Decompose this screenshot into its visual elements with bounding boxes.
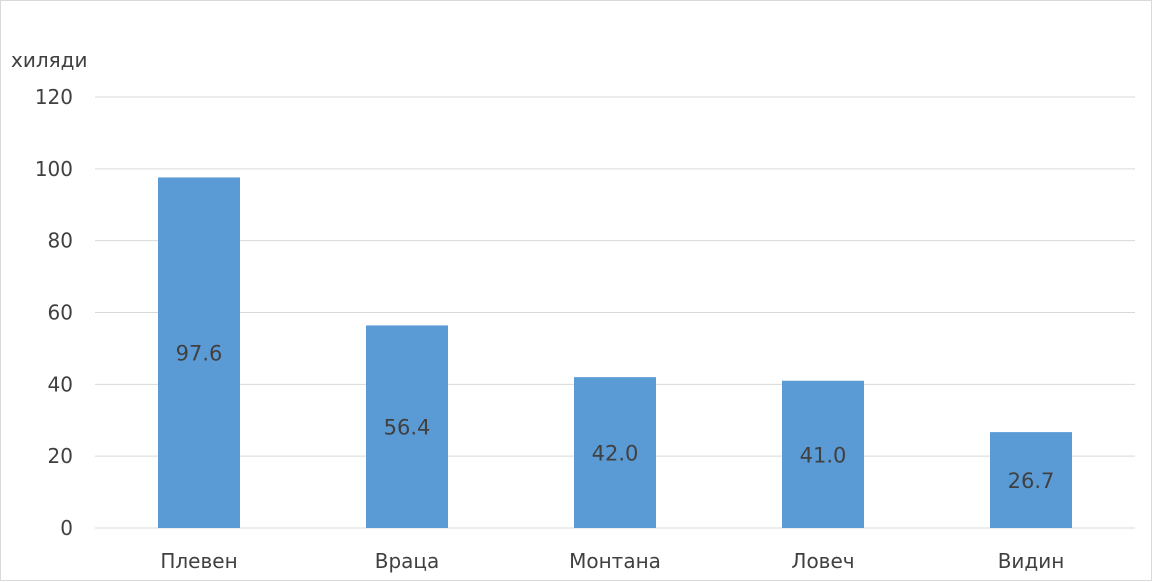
y-tick-label: 120 xyxy=(35,85,73,109)
bar xyxy=(366,325,448,528)
data-labels: 97.6 56.4 42.0 41.0 26.7 xyxy=(176,342,1055,493)
x-category-label: Монтана xyxy=(569,549,661,573)
y-axis-ticks: 0 20 40 60 80 100 120 xyxy=(35,85,73,540)
y-tick-label: 80 xyxy=(48,229,73,253)
y-tick-label: 40 xyxy=(48,372,73,396)
bars xyxy=(158,177,1072,528)
x-category-label: Враца xyxy=(375,549,440,573)
bar xyxy=(158,177,240,528)
y-tick-label: 20 xyxy=(48,444,73,468)
y-tick-label: 60 xyxy=(48,301,73,325)
y-tick-label: 100 xyxy=(35,157,73,181)
bar xyxy=(782,380,864,528)
y-unit-label: хиляди xyxy=(11,48,87,72)
data-label: 26.7 xyxy=(1008,469,1055,493)
data-label: 97.6 xyxy=(176,342,223,366)
y-tick-label: 0 xyxy=(60,516,73,540)
x-category-label: Ловеч xyxy=(791,549,854,573)
x-category-label: Плевен xyxy=(160,549,237,573)
bar xyxy=(990,432,1072,528)
x-axis-categories: Плевен Враца Монтана Ловеч Видин xyxy=(160,549,1064,573)
data-label: 42.0 xyxy=(592,442,639,466)
data-label: 41.0 xyxy=(800,443,847,467)
x-category-label: Видин xyxy=(998,549,1065,573)
bar xyxy=(574,377,656,528)
data-label: 56.4 xyxy=(384,416,431,440)
